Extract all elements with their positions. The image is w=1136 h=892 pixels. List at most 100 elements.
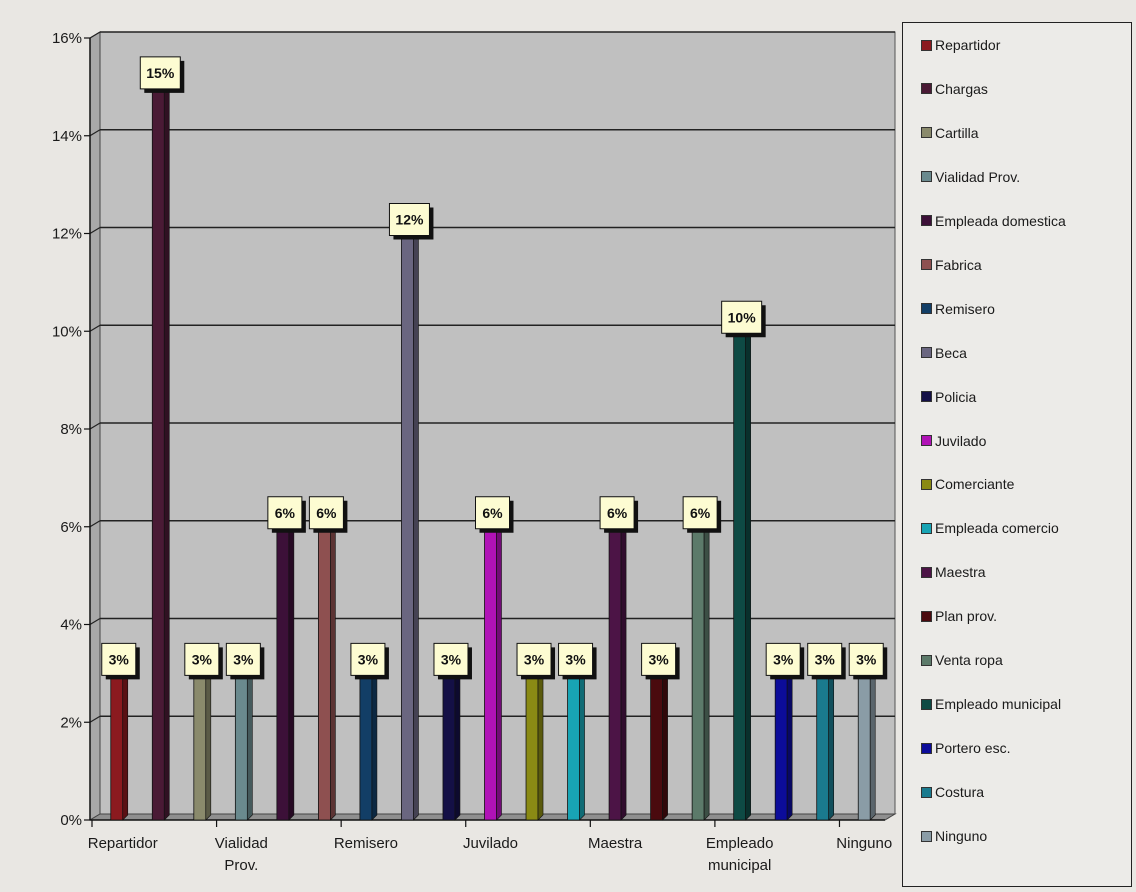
x-tick-label-line: municipal xyxy=(708,857,771,874)
bar-front xyxy=(774,672,788,821)
bar xyxy=(732,325,752,821)
legend-item: Beca xyxy=(921,343,967,363)
chart-legend: Repartidor Chargas Cartilla Vialidad Prov. E… xyxy=(902,22,1132,887)
y-axis-ticks: 0% 2% 4% 6% 8% 10% 12% 14% 16% xyxy=(52,30,90,829)
bar-side xyxy=(496,521,502,821)
bar-front xyxy=(193,672,207,821)
data-label-text: 3% xyxy=(441,651,462,667)
x-tick-label: Maestra xyxy=(588,835,643,852)
bar-side xyxy=(786,667,793,821)
bar-front xyxy=(525,672,539,821)
legend-item: Maestra xyxy=(921,562,986,582)
bar-front xyxy=(401,233,414,821)
data-label-box xyxy=(558,642,594,676)
bar-side xyxy=(579,667,585,821)
bar-front xyxy=(359,672,373,821)
data-label: 6% xyxy=(682,496,722,533)
data-label-box xyxy=(101,642,137,676)
legend-swatch xyxy=(921,83,932,95)
data-label-text: 3% xyxy=(565,651,586,667)
bar-side xyxy=(122,667,129,821)
bar xyxy=(857,667,876,821)
legend-item: Empleada comercio xyxy=(921,518,1059,538)
data-label-box xyxy=(225,642,261,676)
bar-side xyxy=(454,667,461,821)
gridline-side xyxy=(89,715,101,723)
bar xyxy=(483,521,503,821)
x-tick-label: Empleado municipal xyxy=(706,835,774,874)
legend-label: Policia xyxy=(935,388,977,405)
y-tick-label: 2% xyxy=(60,714,82,731)
y-tick-label: 10% xyxy=(52,323,82,340)
bar-side xyxy=(163,81,170,821)
legend-label: Costura xyxy=(935,784,985,801)
legend-label: Plan prov. xyxy=(935,608,997,625)
data-label-box xyxy=(350,642,386,676)
bar-front xyxy=(857,672,871,821)
y-tick-label: 4% xyxy=(60,617,82,634)
bar xyxy=(110,667,129,821)
data-label-box xyxy=(267,496,303,530)
data-label-text: 3% xyxy=(233,651,254,667)
legend-label: Beca xyxy=(935,344,967,361)
legend-swatch xyxy=(921,742,932,754)
bar xyxy=(774,667,793,821)
y-tick-label: 6% xyxy=(60,519,82,536)
x-tick-label-line: Remisero xyxy=(334,835,398,852)
data-label: 3% xyxy=(433,642,472,680)
legend-swatch xyxy=(921,654,932,666)
legend-item: Remisero xyxy=(921,299,995,319)
legend-label: Ninguno xyxy=(935,828,988,845)
gridline-side xyxy=(89,31,101,39)
bar-front xyxy=(317,526,331,821)
legend-item: Ninguno xyxy=(921,826,987,846)
bar xyxy=(649,667,669,821)
x-tick-label-line: Juvilado xyxy=(463,835,518,852)
bar xyxy=(691,521,710,821)
data-label-box xyxy=(388,203,430,236)
legend-item: Empleada domestica xyxy=(921,211,1066,231)
legend-swatch xyxy=(921,786,932,798)
data-label: 15% xyxy=(139,56,185,93)
legend-item: Costura xyxy=(921,782,984,802)
bar-front xyxy=(733,330,747,821)
data-label: 3% xyxy=(807,642,846,680)
legend-label: Empleada comercio xyxy=(935,520,1059,537)
x-tick-label: Juvilado xyxy=(463,835,518,852)
legend-label: Vialidad Prov. xyxy=(935,168,1021,185)
gridline-side xyxy=(89,520,101,528)
legend-swatch xyxy=(921,435,932,447)
data-label-box xyxy=(184,642,220,676)
bar-side xyxy=(620,521,627,821)
bar-front xyxy=(110,672,124,821)
x-tick-label: Repartidor xyxy=(88,835,158,852)
x-axis-ticks: Repartidor Vialidad Prov. Remisero Juvilado M… xyxy=(88,820,892,874)
data-labels: 3% 15% 3% 3% 6% 6% 3% 12% 3% 6% 3% 3% 6% 3% 6% 10% 3% 3% 3… xyxy=(101,56,888,680)
x-tick-label-line: Maestra xyxy=(588,835,643,852)
legend-item: Cartilla xyxy=(921,123,979,143)
y-tick-label: 16% xyxy=(52,30,82,47)
legend-item: Vialidad Prov. xyxy=(921,167,1020,187)
data-label-text: 3% xyxy=(109,651,130,667)
bar-front xyxy=(608,526,622,821)
data-label-text: 6% xyxy=(607,505,628,521)
data-label-text: 3% xyxy=(856,651,877,667)
y-tick-label: 8% xyxy=(60,421,82,438)
data-label: 3% xyxy=(641,642,680,680)
legend-label: Remisero xyxy=(935,300,995,317)
x-tick-label-line: Ninguno xyxy=(836,835,892,852)
data-label-text: 3% xyxy=(648,651,669,667)
bar-side xyxy=(828,667,835,821)
bar-side xyxy=(288,521,295,821)
bar-front xyxy=(484,526,497,821)
legend-swatch xyxy=(921,830,932,842)
legend-label: Comerciante xyxy=(935,476,1015,493)
bar-side xyxy=(247,667,253,821)
legend-swatch xyxy=(921,303,932,315)
bar xyxy=(317,521,337,821)
data-label-box xyxy=(682,496,718,530)
legend-swatch xyxy=(921,522,932,534)
legend-label: Empleada domestica xyxy=(935,212,1066,229)
legend-label: Maestra xyxy=(935,564,986,581)
